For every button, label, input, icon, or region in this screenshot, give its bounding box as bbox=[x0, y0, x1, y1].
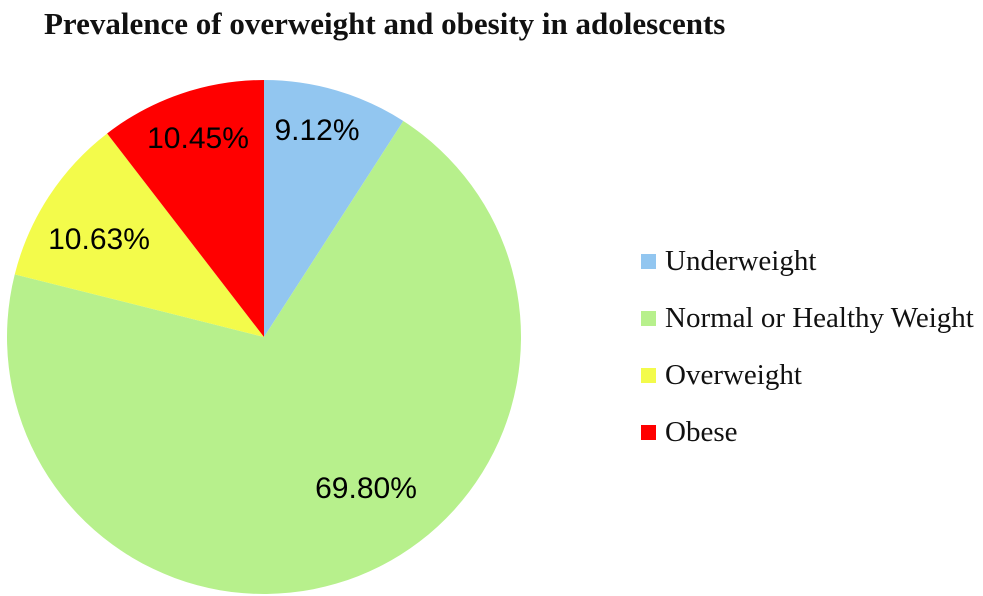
legend-swatch-underweight-icon bbox=[641, 253, 656, 269]
legend-label-overweight: Overweight bbox=[665, 358, 802, 391]
slice-label-normal-or-healthy-weight: 69.80% bbox=[315, 472, 417, 505]
pie-slice-underweight bbox=[264, 80, 404, 337]
pie-slice-obese bbox=[107, 80, 265, 337]
pie-slice-overweight bbox=[14, 133, 265, 337]
legend: Underweight Normal or Healthy Weight Ove… bbox=[641, 243, 974, 471]
legend-label-obese: Obese bbox=[665, 415, 738, 448]
legend-label-underweight: Underweight bbox=[665, 244, 817, 277]
slice-label-underweight: 9.12% bbox=[274, 114, 360, 147]
legend-label-normal-or-healthy-weight: Normal or Healthy Weight bbox=[665, 301, 974, 334]
chart-title: Prevalence of overweight and obesity in … bbox=[44, 6, 726, 41]
pie-slice-normal-or-healthy-weight bbox=[7, 121, 522, 595]
legend-swatch-normal-or-healthy-weight-icon bbox=[641, 310, 656, 326]
legend-swatch-obese-icon bbox=[641, 424, 656, 440]
legend-item-obese: Obese bbox=[641, 414, 974, 450]
legend-item-underweight: Underweight bbox=[641, 243, 974, 279]
slice-label-obese: 10.45% bbox=[147, 122, 249, 155]
slice-label-overweight: 10.63% bbox=[48, 223, 150, 256]
legend-item-overweight: Overweight bbox=[641, 357, 974, 393]
legend-item-normal-or-healthy-weight: Normal or Healthy Weight bbox=[641, 300, 974, 336]
legend-swatch-overweight-icon bbox=[641, 367, 656, 383]
